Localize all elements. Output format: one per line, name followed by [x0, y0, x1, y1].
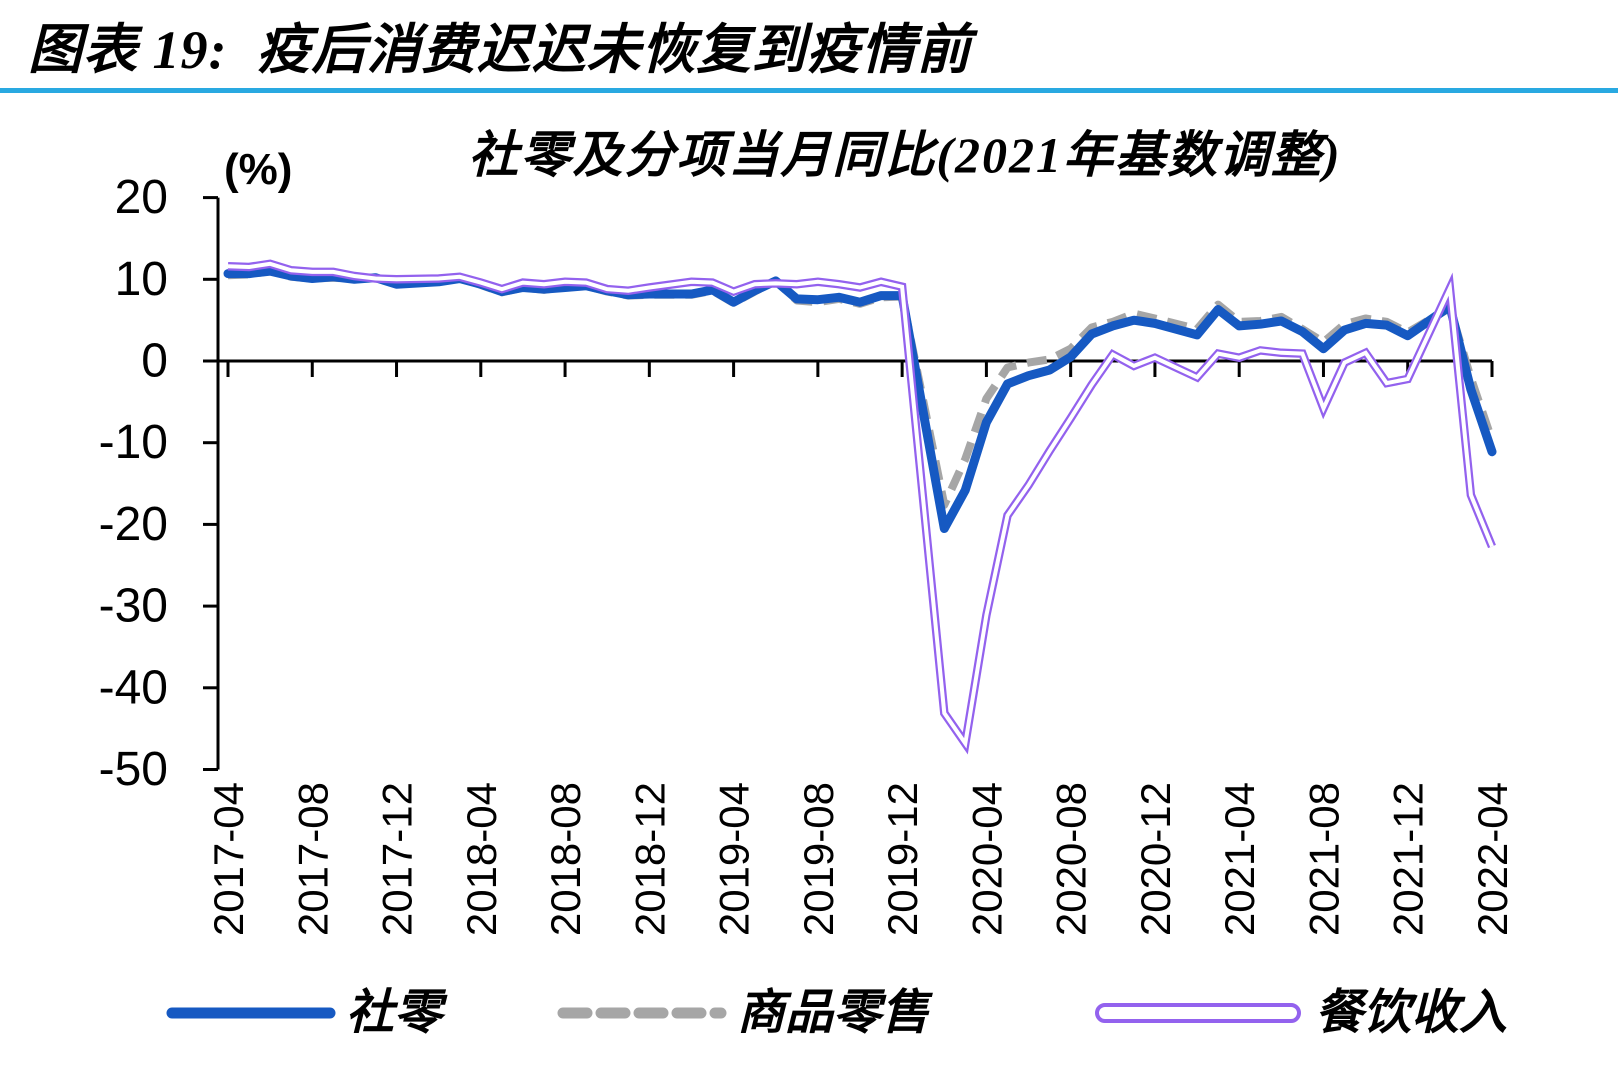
- legend-label: 社零: [346, 987, 448, 1040]
- y-tick-label: 20: [115, 171, 168, 224]
- chart-series: [223, 259, 1497, 755]
- y-tick-label: -30: [99, 580, 168, 633]
- figure-header: 图表 19: 疫后消费迟迟未恢复到疫情前: [28, 2, 971, 86]
- legend-label: 商品零售: [737, 987, 933, 1040]
- figure-title: 图表 19: 疫后消费迟迟未恢复到疫情前: [28, 19, 972, 80]
- chart-axes: 20 10 0 -10 -20 -30 -40 -50 2017-04 2017-08 2017-1…: [99, 171, 1516, 936]
- series-catering-core: [227, 261, 1494, 749]
- legend-label: 餐饮收入: [1315, 987, 1507, 1040]
- x-tick-label: 2020-12: [1132, 782, 1179, 936]
- x-tick-label: 2020-04: [963, 782, 1010, 936]
- x-tick-label: 2017-08: [289, 782, 336, 936]
- x-tick-label: 2018-04: [458, 782, 505, 936]
- y-tick-label: -50: [99, 743, 168, 796]
- x-tick-label: 2017-12: [374, 782, 421, 936]
- y-tick-label: 0: [141, 335, 168, 388]
- x-tick-label: 2019-04: [711, 782, 758, 936]
- legend-marker-catering: [1095, 1003, 1301, 1023]
- header-rule: [0, 88, 1618, 93]
- x-tick-label: 2021-08: [1300, 782, 1347, 936]
- y-tick-label: -40: [99, 661, 168, 714]
- x-tick-label: 2021-12: [1385, 782, 1432, 936]
- x-tick-label: 2020-08: [1048, 782, 1095, 936]
- x-tick-label: 2019-12: [879, 782, 926, 936]
- y-axis-unit-label: (%): [224, 145, 292, 194]
- chart-legend: 社零 商品零售 餐饮收入: [166, 987, 1507, 1040]
- x-tick-label: 2018-12: [626, 782, 673, 936]
- x-tick-label: 2019-08: [795, 782, 842, 936]
- line-chart: 社零及分项当月同比(2021年基数调整) (%) 20 10 0 -10 -20 -30 -…: [99, 127, 1516, 1040]
- x-tick-label: 2017-04: [205, 782, 252, 936]
- y-tick-label: 10: [115, 253, 168, 306]
- x-tick-label: 2021-04: [1216, 782, 1263, 936]
- x-tick-label: 2022-04: [1469, 782, 1516, 936]
- chart-container: 社零及分项当月同比(2021年基数调整) (%) 20 10 0 -10 -20 -30 -…: [0, 100, 1618, 1070]
- y-tick-label: -20: [99, 498, 168, 551]
- series-retail-total: [223, 266, 1497, 533]
- chart-title: 社零及分项当月同比(2021年基数调整): [468, 127, 1341, 183]
- y-tick-label: -10: [99, 416, 168, 469]
- x-tick-label: 2018-08: [542, 782, 589, 936]
